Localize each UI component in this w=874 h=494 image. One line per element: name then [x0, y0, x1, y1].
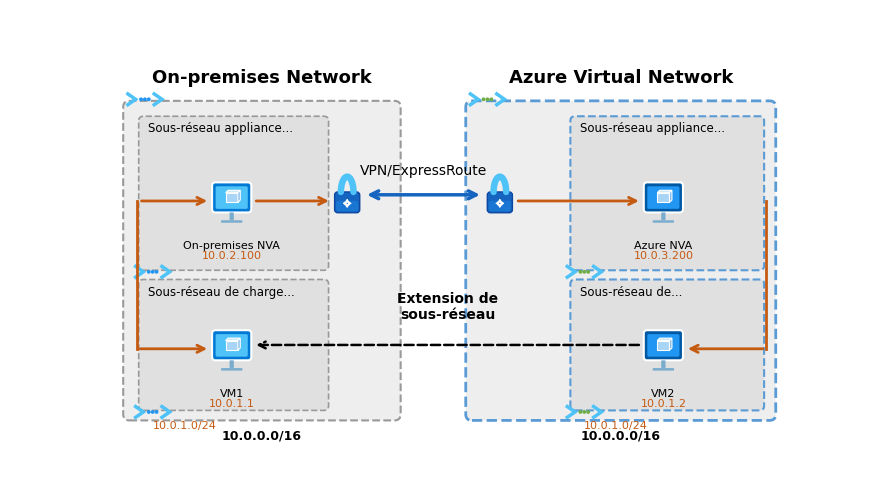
Circle shape: [147, 270, 150, 274]
Text: 10.0.0.0/16: 10.0.0.0/16: [222, 430, 302, 443]
Circle shape: [579, 270, 582, 274]
FancyBboxPatch shape: [216, 186, 247, 209]
Circle shape: [155, 270, 158, 274]
Circle shape: [147, 97, 150, 101]
Polygon shape: [669, 190, 672, 203]
Text: 10.0.1.0/24: 10.0.1.0/24: [585, 421, 649, 431]
FancyBboxPatch shape: [230, 212, 234, 220]
Circle shape: [155, 410, 158, 414]
FancyBboxPatch shape: [216, 334, 247, 357]
Text: 10.0.1.0/24: 10.0.1.0/24: [153, 421, 217, 431]
Circle shape: [489, 97, 493, 101]
Circle shape: [143, 97, 147, 101]
Polygon shape: [657, 338, 672, 340]
FancyBboxPatch shape: [644, 330, 683, 360]
Circle shape: [150, 410, 155, 414]
FancyBboxPatch shape: [335, 192, 360, 213]
Text: On-premises Network: On-premises Network: [152, 69, 371, 87]
Text: Sous-réseau appliance...: Sous-réseau appliance...: [148, 123, 293, 135]
FancyBboxPatch shape: [221, 368, 242, 370]
Text: On-premises NVA: On-premises NVA: [184, 241, 281, 251]
Circle shape: [139, 97, 143, 101]
Polygon shape: [238, 190, 240, 203]
Text: 10.0.1.2: 10.0.1.2: [641, 399, 686, 409]
FancyBboxPatch shape: [139, 280, 329, 411]
FancyBboxPatch shape: [230, 360, 234, 368]
FancyBboxPatch shape: [336, 201, 358, 211]
FancyBboxPatch shape: [653, 368, 674, 370]
Polygon shape: [225, 193, 238, 203]
FancyBboxPatch shape: [644, 182, 683, 212]
Text: 10.0.3.200: 10.0.3.200: [634, 251, 693, 261]
Text: Sous-réseau appliance...: Sous-réseau appliance...: [579, 123, 725, 135]
Text: Sous-réseau de charge...: Sous-réseau de charge...: [148, 286, 295, 299]
Circle shape: [482, 97, 486, 101]
Text: 10.0.2.100: 10.0.2.100: [202, 251, 261, 261]
Polygon shape: [657, 340, 669, 350]
FancyBboxPatch shape: [489, 201, 511, 211]
Text: VPN/ExpressRoute: VPN/ExpressRoute: [360, 164, 487, 178]
FancyBboxPatch shape: [662, 212, 665, 220]
FancyBboxPatch shape: [123, 101, 400, 420]
Polygon shape: [657, 190, 672, 193]
Polygon shape: [657, 193, 669, 203]
Text: Sous-réseau de...: Sous-réseau de...: [579, 286, 682, 299]
Circle shape: [150, 270, 155, 274]
Circle shape: [586, 270, 590, 274]
Text: 10.0.0.0/16: 10.0.0.0/16: [580, 430, 661, 443]
Polygon shape: [225, 190, 240, 193]
Text: VM1: VM1: [219, 389, 244, 399]
FancyBboxPatch shape: [648, 186, 679, 209]
FancyBboxPatch shape: [212, 330, 252, 360]
FancyBboxPatch shape: [212, 182, 252, 212]
FancyBboxPatch shape: [466, 101, 776, 420]
FancyBboxPatch shape: [488, 192, 512, 213]
Circle shape: [582, 270, 586, 274]
Circle shape: [586, 410, 590, 414]
Text: VM2: VM2: [651, 389, 676, 399]
Polygon shape: [238, 338, 240, 350]
FancyBboxPatch shape: [653, 220, 674, 223]
Text: Azure NVA: Azure NVA: [635, 241, 692, 251]
Text: 10.0.1.1: 10.0.1.1: [209, 399, 254, 409]
Polygon shape: [225, 340, 238, 350]
Polygon shape: [225, 338, 240, 340]
Text: Azure Virtual Network: Azure Virtual Network: [509, 69, 733, 87]
FancyBboxPatch shape: [662, 360, 665, 368]
FancyBboxPatch shape: [139, 116, 329, 270]
Circle shape: [582, 410, 586, 414]
Circle shape: [486, 97, 489, 101]
Circle shape: [579, 410, 582, 414]
Polygon shape: [669, 338, 672, 350]
FancyBboxPatch shape: [648, 334, 679, 357]
FancyBboxPatch shape: [571, 280, 764, 411]
Circle shape: [147, 410, 150, 414]
FancyBboxPatch shape: [221, 220, 242, 223]
Text: Extension de
sous-réseau: Extension de sous-réseau: [397, 291, 498, 322]
FancyBboxPatch shape: [571, 116, 764, 270]
